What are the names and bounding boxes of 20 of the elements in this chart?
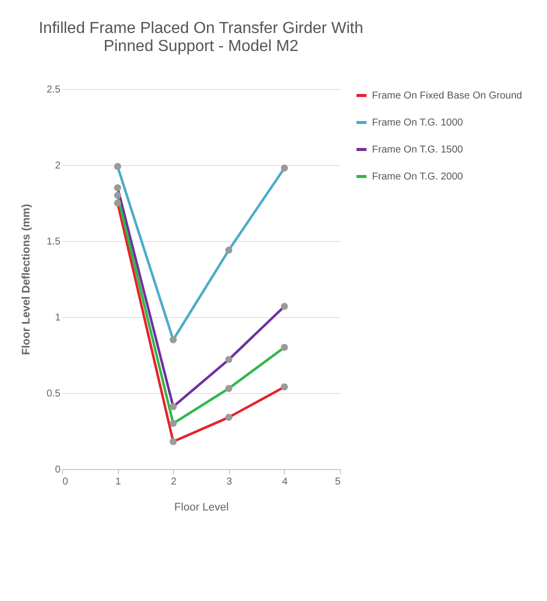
x-tick-label: 0 (62, 476, 68, 488)
y-tick-label: 1 (54, 312, 61, 324)
y-tick-label: 0 (54, 464, 61, 476)
x-axis-title: Floor Level (174, 502, 229, 514)
x-tick-label: 2 (170, 476, 177, 488)
y-tick-label: 0.5 (46, 388, 61, 400)
x-tick-label: 5 (334, 476, 341, 488)
x-tick-label: 3 (226, 476, 233, 488)
y-tick-label: 2 (54, 160, 61, 172)
text: Pinned Support - Model M2 (104, 38, 298, 55)
text: Infilled Frame Placed On Transfer Girder With (38, 20, 364, 37)
legend-label: Frame On T.G. 1500 (372, 144, 464, 156)
legend-label: Frame On T.G. 2000 (372, 172, 464, 182)
legend-label: Frame On T.G. 1000 (372, 118, 464, 128)
x-tick-label: 1 (115, 476, 122, 488)
y-tick-label: 1.5 (46, 236, 61, 248)
y-tick-label: 2.5 (46, 84, 61, 96)
x-tick-label: 4 (282, 476, 288, 488)
legend-label: Frame On Fixed Base On Ground (372, 90, 522, 102)
y-axis-title: Floor Level Deflections (mm) (20, 204, 33, 355)
